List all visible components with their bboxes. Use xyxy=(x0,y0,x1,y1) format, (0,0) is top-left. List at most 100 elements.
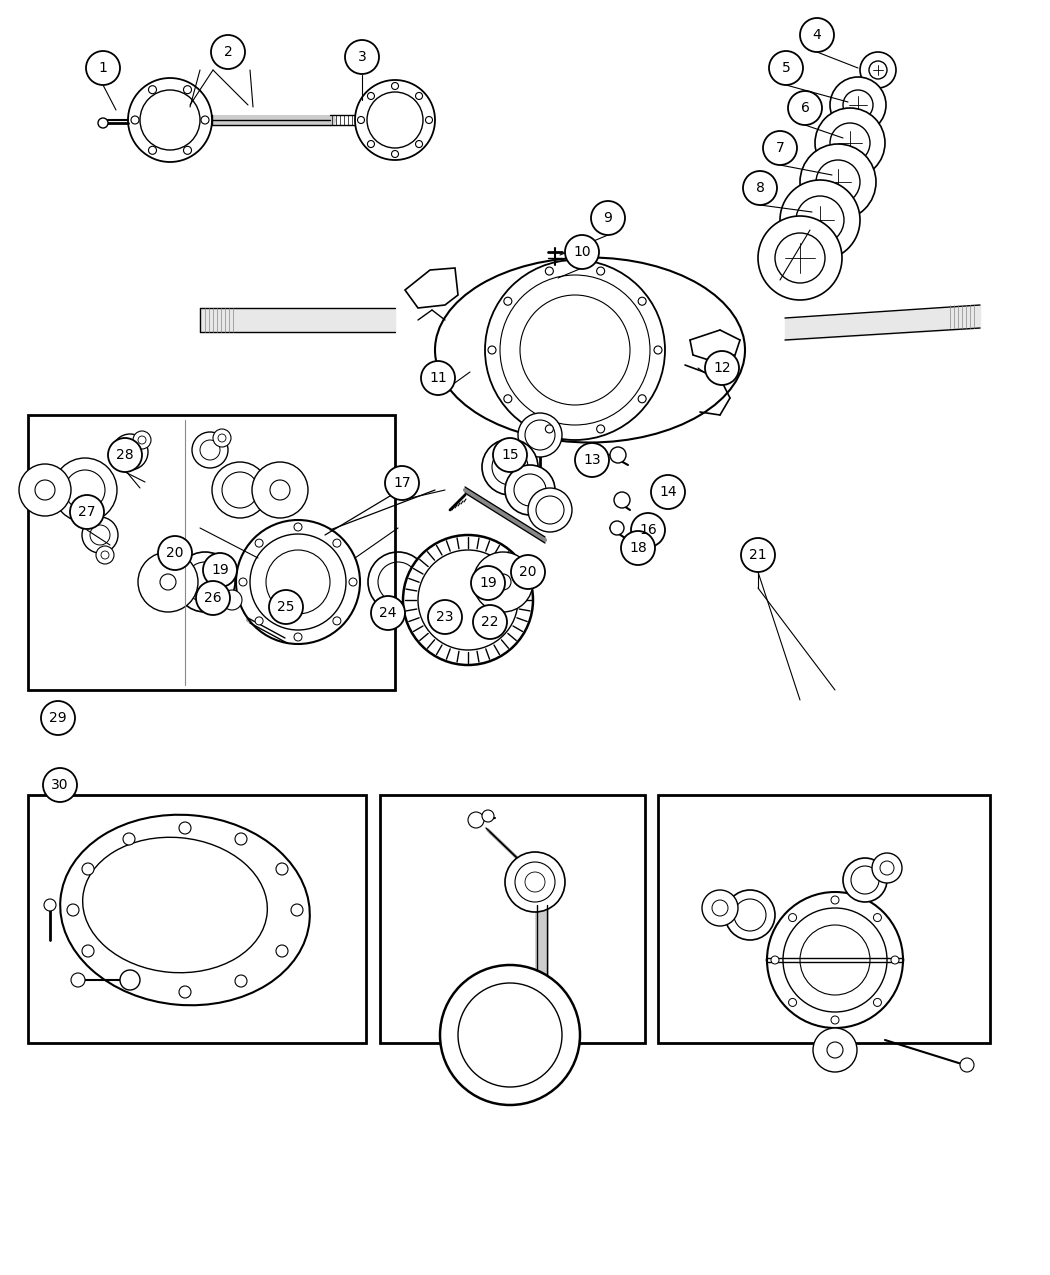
Circle shape xyxy=(511,555,545,589)
Circle shape xyxy=(528,488,572,532)
Circle shape xyxy=(488,346,496,354)
Text: 2: 2 xyxy=(224,45,232,59)
Circle shape xyxy=(472,606,507,639)
Circle shape xyxy=(712,900,728,915)
Circle shape xyxy=(160,574,176,590)
Circle shape xyxy=(575,442,609,477)
Circle shape xyxy=(82,863,94,875)
Circle shape xyxy=(421,361,455,395)
Circle shape xyxy=(239,578,247,586)
Circle shape xyxy=(368,552,428,612)
Text: 7: 7 xyxy=(776,142,784,156)
Circle shape xyxy=(416,93,422,99)
Circle shape xyxy=(70,495,104,529)
Circle shape xyxy=(780,180,860,260)
Circle shape xyxy=(495,574,511,590)
Bar xyxy=(380,796,645,1043)
Circle shape xyxy=(500,275,650,425)
Circle shape xyxy=(120,442,140,462)
Circle shape xyxy=(148,85,156,93)
Text: 20: 20 xyxy=(520,565,537,579)
Circle shape xyxy=(654,346,662,354)
Circle shape xyxy=(705,351,739,385)
Circle shape xyxy=(82,516,118,553)
Text: 3: 3 xyxy=(358,50,366,64)
Text: 24: 24 xyxy=(379,606,397,620)
Circle shape xyxy=(860,52,896,88)
Circle shape xyxy=(743,171,777,205)
Text: 9: 9 xyxy=(604,210,612,224)
Circle shape xyxy=(766,892,903,1028)
Text: 6: 6 xyxy=(800,101,810,115)
Circle shape xyxy=(831,1016,839,1024)
Circle shape xyxy=(211,34,245,69)
Circle shape xyxy=(610,448,626,463)
Circle shape xyxy=(192,432,228,468)
Circle shape xyxy=(734,899,766,931)
Circle shape xyxy=(250,534,346,630)
Circle shape xyxy=(148,147,156,154)
Text: 21: 21 xyxy=(750,548,766,562)
Text: 5: 5 xyxy=(781,61,791,75)
Circle shape xyxy=(392,83,399,89)
Circle shape xyxy=(525,872,545,892)
Circle shape xyxy=(276,863,288,875)
Circle shape xyxy=(815,108,885,179)
Circle shape xyxy=(255,539,264,547)
Circle shape xyxy=(96,546,114,564)
Circle shape xyxy=(35,479,55,500)
Circle shape xyxy=(800,18,834,52)
Circle shape xyxy=(610,521,624,536)
Circle shape xyxy=(504,395,511,403)
Circle shape xyxy=(763,131,797,164)
Circle shape xyxy=(184,147,191,154)
Circle shape xyxy=(108,439,142,472)
Circle shape xyxy=(428,601,462,634)
Circle shape xyxy=(869,61,887,79)
Circle shape xyxy=(520,295,630,405)
Circle shape xyxy=(514,474,546,506)
Circle shape xyxy=(492,449,528,484)
Circle shape xyxy=(416,140,422,148)
Text: 22: 22 xyxy=(481,615,499,629)
Circle shape xyxy=(505,465,555,515)
Circle shape xyxy=(813,1028,857,1072)
Circle shape xyxy=(471,566,505,601)
Circle shape xyxy=(120,970,140,989)
Circle shape xyxy=(101,551,109,558)
Circle shape xyxy=(440,965,580,1105)
Text: 8: 8 xyxy=(756,181,764,195)
Circle shape xyxy=(651,476,685,509)
Circle shape xyxy=(355,80,435,159)
Circle shape xyxy=(368,93,375,99)
Circle shape xyxy=(269,590,303,623)
Circle shape xyxy=(123,833,135,845)
Text: 18: 18 xyxy=(629,541,647,555)
Circle shape xyxy=(525,419,555,450)
Circle shape xyxy=(201,116,209,124)
Circle shape xyxy=(514,862,555,901)
Circle shape xyxy=(218,434,226,442)
Circle shape xyxy=(185,562,225,602)
Circle shape xyxy=(291,904,303,915)
Circle shape xyxy=(138,436,146,444)
Circle shape xyxy=(349,578,357,586)
Circle shape xyxy=(378,562,418,602)
Text: 28: 28 xyxy=(117,448,133,462)
Text: 17: 17 xyxy=(393,476,411,490)
Circle shape xyxy=(112,434,148,470)
Text: 1: 1 xyxy=(99,61,107,75)
Text: 10: 10 xyxy=(573,245,591,259)
Circle shape xyxy=(891,956,899,964)
Circle shape xyxy=(385,465,419,500)
Circle shape xyxy=(222,472,258,507)
Circle shape xyxy=(44,899,56,912)
Circle shape xyxy=(345,40,379,74)
Circle shape xyxy=(196,581,230,615)
Circle shape xyxy=(724,890,775,940)
Circle shape xyxy=(131,116,139,124)
Circle shape xyxy=(236,520,360,644)
Circle shape xyxy=(504,297,511,305)
Text: 27: 27 xyxy=(79,505,96,519)
Circle shape xyxy=(775,233,825,283)
